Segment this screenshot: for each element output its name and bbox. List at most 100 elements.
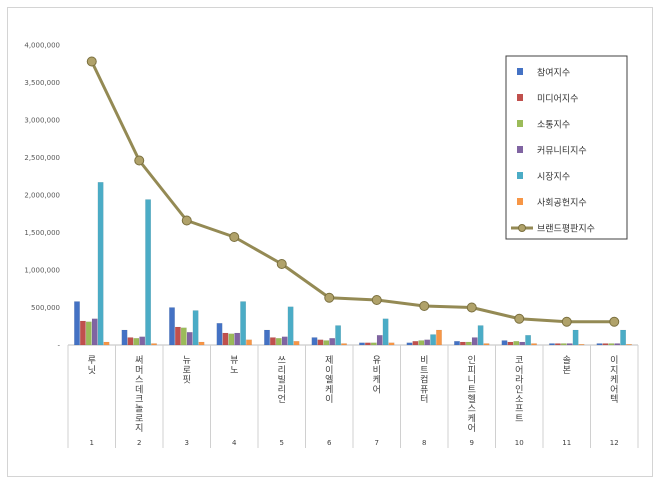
- data-point: [514, 313, 525, 324]
- data-point: [181, 215, 192, 226]
- bar: [608, 343, 615, 346]
- bar: [246, 339, 252, 346]
- legend-label: 시장지수: [537, 172, 570, 183]
- legend-marker: [518, 224, 526, 232]
- bar: [578, 344, 585, 346]
- data-point: [419, 301, 430, 311]
- bar: [566, 343, 573, 346]
- bar: [519, 341, 526, 346]
- data-point: [276, 259, 287, 269]
- bar: [323, 340, 330, 346]
- bar: [549, 343, 555, 346]
- bar: [240, 301, 246, 346]
- bar: [620, 329, 626, 346]
- bar: [91, 318, 98, 346]
- bar: [121, 329, 128, 346]
- y-tick-label: 3,000,000: [24, 117, 60, 125]
- bar: [412, 341, 419, 346]
- bar: [560, 343, 567, 346]
- bar: [454, 341, 460, 346]
- line-layer: [86, 56, 620, 327]
- bar: [365, 342, 371, 346]
- data-point: [324, 292, 335, 303]
- legend-swatch: [517, 146, 523, 153]
- legend-label: 커뮤니티지수: [537, 146, 587, 157]
- rank-label: 6: [327, 439, 332, 447]
- bar: [418, 340, 425, 346]
- bar: [293, 341, 300, 346]
- data-point: [134, 155, 145, 166]
- bar: [97, 182, 104, 346]
- legend-box: [505, 55, 628, 240]
- data-point: [561, 316, 572, 327]
- bar: [614, 343, 621, 346]
- legend-label: 참여지수: [537, 67, 570, 79]
- bar: [127, 337, 134, 346]
- bar: [103, 341, 110, 346]
- rank-label: 12: [610, 439, 619, 447]
- rank-label: 4: [232, 439, 237, 447]
- legend-swatch: [517, 198, 523, 205]
- rank-label: 1: [90, 439, 94, 447]
- bar: [311, 337, 318, 346]
- y-tick-label: 4,000,000: [24, 42, 60, 50]
- bar: [460, 341, 466, 346]
- bar: [175, 326, 181, 346]
- rank-label: 7: [375, 439, 379, 447]
- bar: [626, 344, 632, 346]
- bar: [335, 325, 341, 346]
- bar: [370, 342, 377, 346]
- bar: [507, 341, 514, 346]
- series-line: [90, 60, 615, 324]
- bar: [501, 340, 508, 346]
- bar: [281, 336, 288, 346]
- bar: [329, 338, 336, 346]
- bar: [234, 332, 241, 346]
- rank-label: 8: [422, 439, 426, 447]
- bar: [151, 343, 157, 346]
- bar: [216, 323, 223, 346]
- rank-label: 11: [562, 439, 571, 447]
- bar: [133, 338, 140, 346]
- category-labels: 루 닛 1 써 머 스 데 크 놀 로 지 2 뉴 로 핏 3 뷰 노 4 쓰 리 빌 리 언 5 제 이 엘 케 이 6 유 비 케 어 7 비 트 컴 퓨…: [88, 355, 619, 447]
- bar: [525, 335, 531, 346]
- y-tick-label: 2,000,000: [24, 192, 60, 200]
- bar: [287, 306, 294, 346]
- bar: [471, 337, 478, 346]
- bar: [430, 334, 436, 346]
- bar: [483, 343, 490, 346]
- bar: [513, 341, 520, 346]
- bar: [275, 338, 282, 346]
- bar: [180, 327, 187, 346]
- bar: [341, 343, 347, 346]
- legend-swatch: [517, 94, 523, 101]
- rank-label: 2: [137, 439, 141, 447]
- bar: [264, 329, 270, 346]
- bar: [602, 343, 609, 346]
- bar: [388, 342, 395, 346]
- y-tick-label: 500,000: [31, 304, 60, 312]
- data-point: [86, 56, 97, 67]
- rank-label: 9: [470, 439, 474, 447]
- legend-swatch: [517, 68, 523, 75]
- legend-label: 브랜드평판지수: [537, 224, 595, 235]
- bar: [222, 332, 229, 346]
- bar: [228, 333, 235, 346]
- bar: [436, 329, 442, 346]
- data-point: [229, 232, 240, 242]
- bar: [555, 343, 561, 346]
- bar: [169, 307, 175, 346]
- bar: [270, 337, 276, 346]
- chart-frame: - 500,000 1,000,000 1,500,000 2,000,000 2,500…: [7, 7, 653, 477]
- bar: [145, 199, 151, 346]
